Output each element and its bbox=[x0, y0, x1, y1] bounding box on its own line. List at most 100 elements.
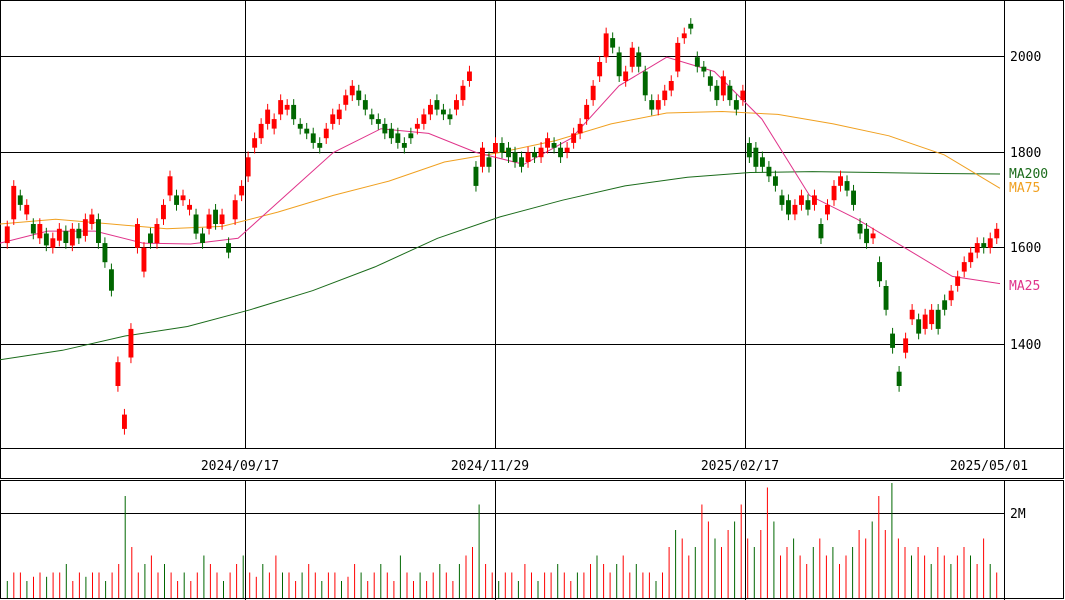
candle bbox=[773, 170, 778, 192]
candle-body bbox=[76, 228, 82, 239]
legend-ma75: MA75 bbox=[1009, 181, 1040, 196]
candle bbox=[102, 237, 108, 268]
candle bbox=[506, 142, 511, 163]
ma-line-ma25 bbox=[0, 56, 1001, 285]
candle bbox=[942, 294, 948, 316]
candle bbox=[519, 151, 524, 173]
candle bbox=[851, 184, 856, 211]
candle bbox=[603, 27, 609, 63]
candle-body bbox=[610, 38, 616, 48]
candle bbox=[414, 118, 420, 135]
candle-body bbox=[447, 114, 453, 120]
candle-body bbox=[519, 157, 524, 167]
candle-body bbox=[649, 100, 655, 110]
candle bbox=[356, 84, 362, 106]
candle-body bbox=[571, 133, 577, 143]
candle-body bbox=[760, 157, 765, 167]
candle bbox=[987, 232, 993, 254]
candle-body bbox=[792, 204, 798, 215]
candle bbox=[786, 194, 791, 221]
candle-body bbox=[206, 214, 212, 229]
candle bbox=[408, 127, 414, 144]
legend-ma200: MA200 bbox=[1009, 167, 1048, 182]
candle bbox=[799, 189, 804, 211]
candle bbox=[174, 189, 179, 211]
candle bbox=[63, 225, 69, 249]
candle-body bbox=[532, 152, 537, 158]
candle bbox=[187, 199, 192, 216]
candle bbox=[870, 227, 876, 245]
candle-body bbox=[50, 238, 56, 248]
candle-body bbox=[825, 204, 830, 215]
candle bbox=[291, 99, 297, 125]
candle-body bbox=[812, 195, 817, 205]
candle bbox=[968, 246, 974, 268]
candle bbox=[909, 304, 915, 326]
candle-body bbox=[779, 195, 785, 205]
candle-body bbox=[187, 204, 192, 210]
candle-body bbox=[688, 23, 694, 29]
candle-body bbox=[330, 114, 336, 124]
candle-body bbox=[831, 185, 837, 201]
candle-body bbox=[161, 204, 166, 220]
candle bbox=[69, 223, 75, 252]
candle-body bbox=[935, 309, 941, 329]
candle bbox=[877, 256, 882, 287]
candle-body bbox=[844, 181, 850, 191]
candle bbox=[929, 304, 935, 330]
candle-body bbox=[30, 224, 36, 234]
candle-body bbox=[733, 100, 739, 110]
candle-body bbox=[291, 104, 297, 120]
candle bbox=[323, 122, 329, 144]
candle-body bbox=[17, 195, 23, 205]
candle bbox=[330, 108, 336, 130]
candle bbox=[720, 70, 726, 102]
candle bbox=[655, 94, 661, 116]
candle bbox=[740, 84, 746, 106]
candle bbox=[193, 208, 199, 240]
candle bbox=[375, 113, 381, 130]
candle-body bbox=[115, 362, 121, 386]
candle-body bbox=[375, 119, 381, 124]
candle bbox=[662, 84, 668, 106]
candle-body bbox=[323, 128, 329, 139]
candle bbox=[675, 37, 681, 78]
candle-body bbox=[948, 290, 954, 301]
candle-body bbox=[441, 109, 446, 115]
candle-body bbox=[994, 228, 1000, 239]
candle bbox=[480, 142, 485, 173]
candle-body bbox=[629, 47, 635, 67]
candle-body bbox=[877, 262, 882, 282]
candle-body bbox=[720, 76, 726, 96]
volume-tick-2m: 2M bbox=[1010, 507, 1026, 522]
candle bbox=[284, 99, 290, 116]
candle bbox=[610, 32, 616, 54]
candle bbox=[24, 199, 30, 221]
candle-body bbox=[245, 157, 251, 177]
candle bbox=[200, 227, 205, 249]
candle-body bbox=[219, 214, 225, 224]
candle bbox=[37, 218, 43, 245]
candle-body bbox=[167, 176, 173, 196]
candle bbox=[707, 70, 713, 92]
candle bbox=[883, 280, 889, 316]
candle-body bbox=[681, 33, 687, 39]
candle bbox=[753, 142, 759, 173]
candle bbox=[818, 218, 824, 245]
candle-body bbox=[414, 123, 420, 129]
candle bbox=[733, 94, 739, 116]
candle bbox=[981, 237, 987, 254]
candle bbox=[122, 408, 127, 435]
candle bbox=[805, 194, 811, 216]
candle-body bbox=[4, 226, 10, 244]
candle bbox=[746, 137, 752, 163]
candle-body bbox=[226, 243, 231, 253]
candle-body bbox=[642, 71, 648, 96]
x-tick-2024-09-17: 2024/09/17 bbox=[201, 459, 279, 474]
candle-body bbox=[135, 224, 140, 248]
candle-body bbox=[746, 143, 752, 158]
candle bbox=[336, 103, 342, 125]
candle-body bbox=[460, 85, 466, 101]
candle bbox=[493, 137, 498, 159]
candle-body bbox=[154, 224, 160, 244]
